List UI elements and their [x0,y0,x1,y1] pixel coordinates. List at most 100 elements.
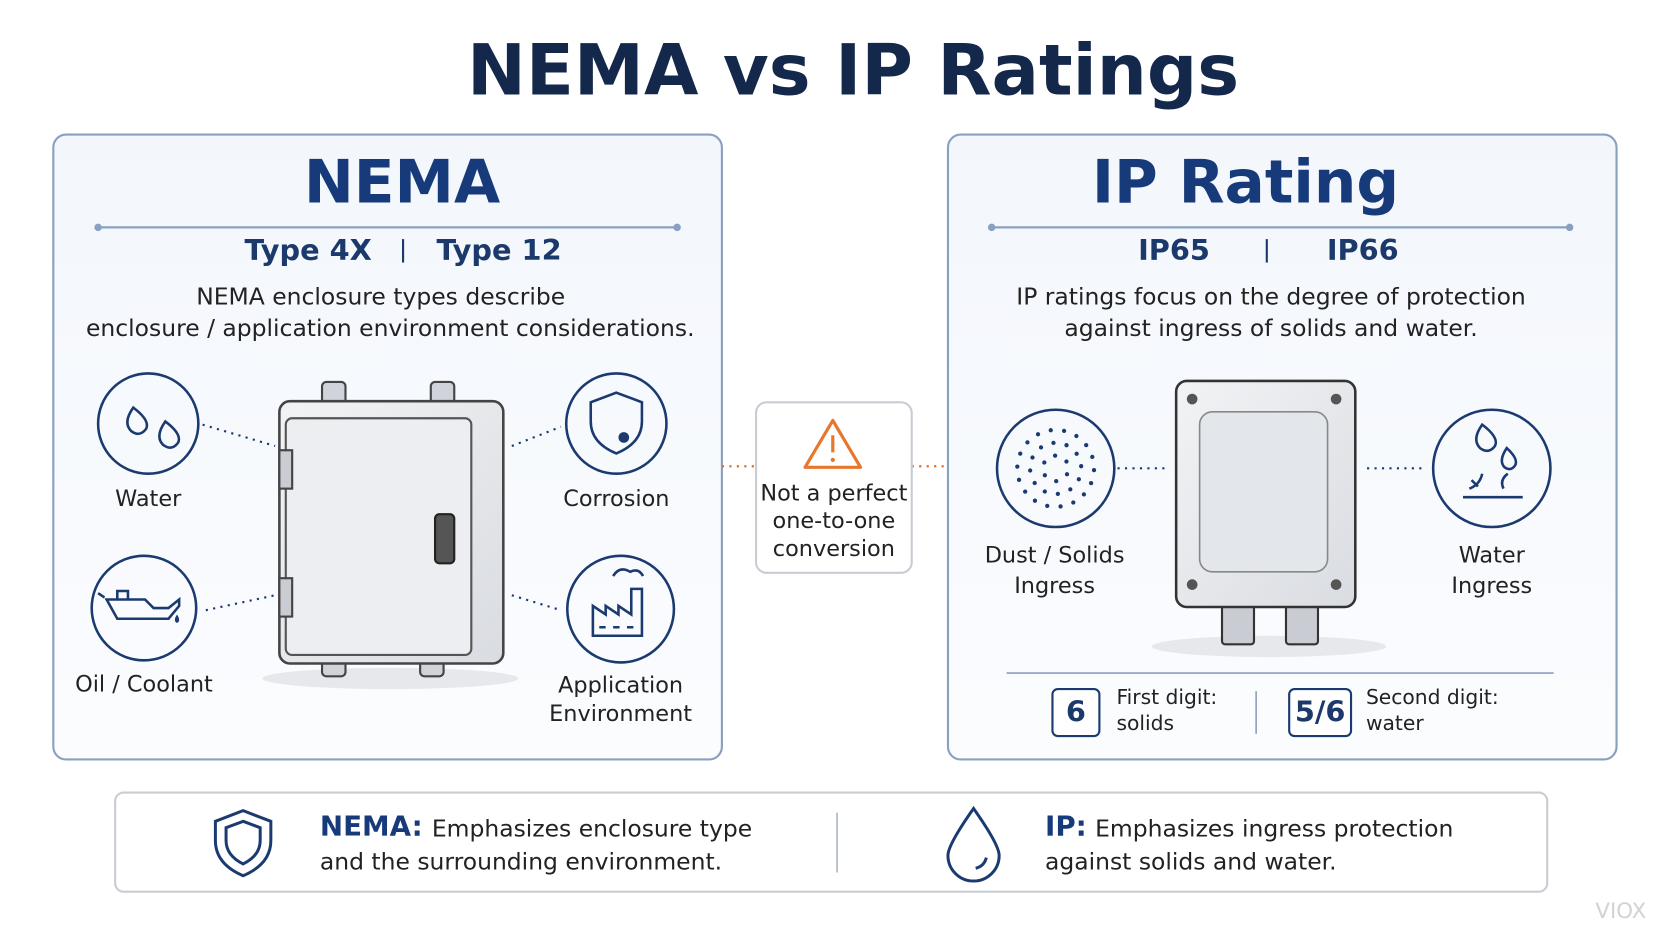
description: enclosure / application environment cons… [86,314,695,342]
summary-bar: NEMA: Emphasizes enclosure type and the … [114,791,1549,893]
icons-part-part [1035,432,1041,437]
icon-label: Ingress [1014,573,1095,599]
enclosure-illustration-part [433,513,456,565]
summary-text: Emphasizes enclosure type [432,814,752,842]
icons-part-part [1064,472,1070,477]
icons-part-part [1038,445,1044,450]
ip-enclosure-illustration-part [1151,635,1387,658]
icons-part-part [1032,480,1037,486]
digit-value: 5/6 [1295,695,1346,729]
ip-enclosure-illustration-part [1330,393,1342,405]
icons-part-part [1018,451,1023,456]
ip-enclosure-illustration-part [1186,393,1198,405]
icons-part [96,372,200,475]
type-label: IP66 [1327,233,1399,267]
icons-part-part [1042,489,1047,494]
note-text: Not a perfect [760,480,907,506]
ip-enclosure-illustration-part [1220,602,1256,646]
icons-part-part [1076,477,1081,482]
icons-part-part [1058,504,1063,509]
summary-term: IP: [1045,810,1087,843]
icons-part [589,391,644,455]
nema-panel-part [94,223,102,232]
ip-panel-part [1565,223,1574,232]
icons-part-part [1091,468,1097,473]
summary-bar-part [213,809,273,878]
icons-part-part [1025,440,1030,445]
icons-part-part [1042,473,1047,478]
icons-part [97,589,181,620]
icon-label: Water [115,486,182,512]
icons-part-part [1030,455,1035,460]
nema-panel-part [673,223,681,232]
description: against ingress of solids and water. [1064,314,1477,342]
icons-part-part [1023,489,1028,494]
icons-part-part [1032,498,1038,503]
icons-part [566,554,676,664]
icons-part [90,554,198,662]
icons-part-part [1054,479,1059,484]
icons-part-part [1042,460,1047,465]
ip-enclosure-illustration-part [1186,579,1198,590]
icons-part-part [1016,477,1022,482]
icons-part [126,405,181,449]
type-label: Type 12 [436,233,561,267]
digit-label: solids [1116,711,1174,735]
summary-text: and the surrounding environment. [320,847,722,875]
icon-label: Dust / Solids [985,542,1125,568]
icons-part-part [1071,500,1076,505]
enclosure-illustration-part [262,667,519,690]
icons-part [591,568,645,638]
icons-part-part [1081,492,1087,497]
ip-enclosure-illustration-part [1284,602,1320,646]
ip-panel-part [1288,688,1353,738]
panel-heading: NEMA [304,148,500,217]
icons-part-part [1055,491,1060,496]
icons-part-part [1090,454,1095,460]
ip-panel-part [987,223,996,232]
ip-enclosure-illustration-part [1198,411,1329,573]
description: NEMA enclosure types describe [196,282,565,310]
summary-bar-part [946,805,1001,883]
icon-label: Ingress [1451,573,1532,599]
icons [995,408,1552,529]
digit-label: First digit: [1116,685,1217,709]
icons-part [995,408,1116,529]
icons-part [564,372,668,475]
note-text: conversion [773,536,895,562]
type-label: IP65 [1138,233,1210,267]
icons-part-part [1068,487,1073,492]
note-text: one-to-one [773,508,896,534]
enclosure-illustration [202,380,562,690]
summary-text: against solids and water. [1045,847,1337,875]
icons-part-part [1064,443,1069,448]
icons-part [1015,428,1097,509]
icon-label: Corrosion [563,486,669,512]
ip-enclosure-illustration-part [1330,579,1342,590]
icons-part [174,614,180,623]
icon-label: Application [558,672,683,698]
icons-part [618,432,630,443]
ip-enclosure-illustration [1151,379,1387,658]
enclosure-illustration-part [202,423,562,612]
digit-label: water [1366,711,1424,735]
enclosure-illustration-part [284,417,473,657]
summary-text: Emphasizes ingress protection [1095,814,1453,842]
enclosure-illustration-part [278,449,294,490]
icons-part-part [1045,503,1050,508]
type-label: Type 4X [244,233,371,267]
icons-part-part [1088,481,1094,486]
icon-label: Oil / Coolant [75,671,213,697]
summary-term: NEMA: [320,810,423,843]
ip-panel: IP Rating IP65 IP66 IP ratings focus on … [946,133,1618,761]
icons-part-part [1079,464,1084,469]
title: NEMA vs IP Ratings [467,29,1239,111]
icon-label: Environment [549,701,692,727]
enclosure-illustration-part [278,577,294,618]
icons-part-part [1052,453,1058,458]
summary-bar-part [114,791,1549,893]
conversion-note: Not a perfect one-to-one conversion [721,401,947,574]
description: IP ratings focus on the degree of protec… [1016,282,1525,310]
